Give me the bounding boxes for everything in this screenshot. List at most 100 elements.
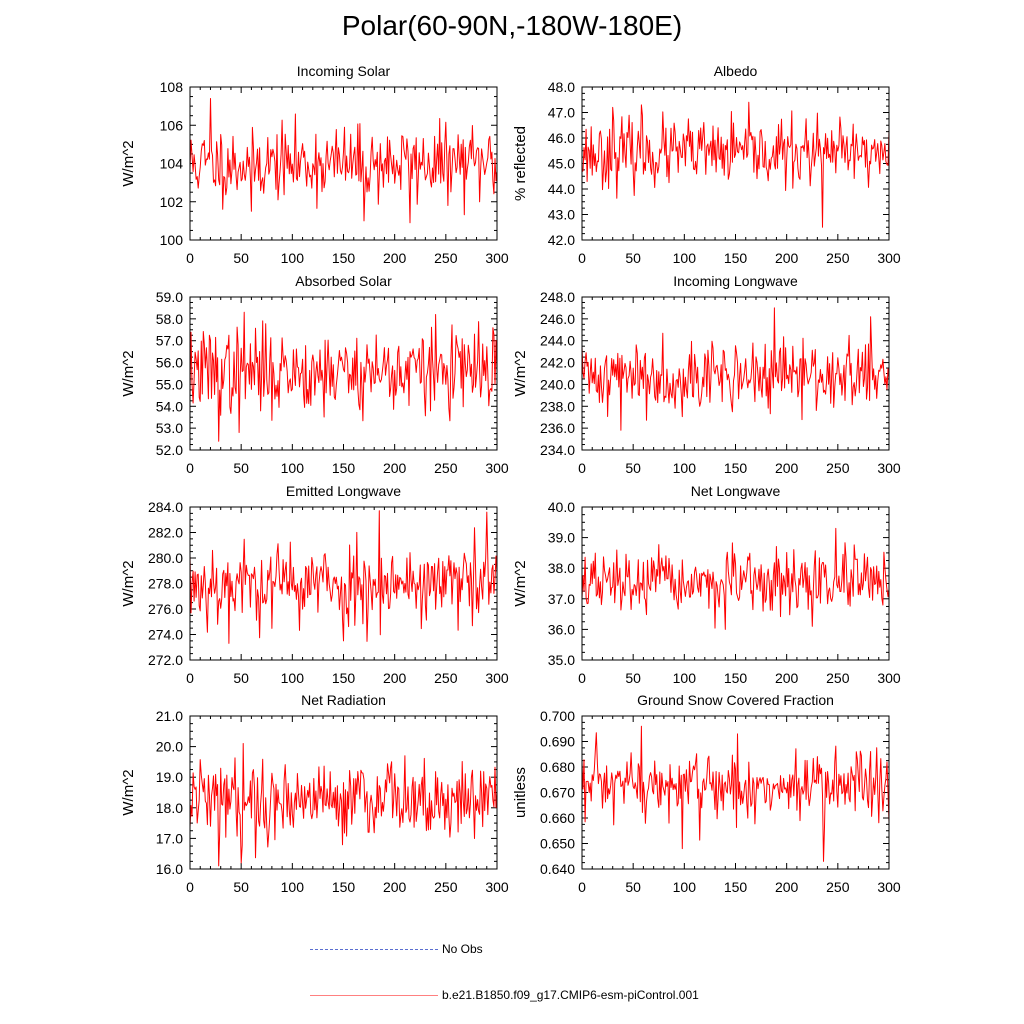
panel-4-y-tick-label: 240.0 bbox=[540, 376, 575, 392]
panel-8-y-tick-label: 0.640 bbox=[540, 861, 575, 877]
panel-5-x-tick-label: 300 bbox=[485, 670, 509, 686]
panel-7-y-tick-label: 16.0 bbox=[156, 861, 183, 877]
panel-1-y-tick-label: 104 bbox=[160, 156, 184, 172]
panel-3-x-tick-label: 250 bbox=[434, 460, 458, 476]
panel-2-y-tick-label: 44.0 bbox=[548, 181, 575, 197]
panel-7-x-tick-label: 50 bbox=[233, 879, 249, 895]
panel-7-y-tick-label: 18.0 bbox=[156, 800, 183, 816]
panel-3-x-tick-label: 0 bbox=[186, 460, 194, 476]
panel-1-x-tick-label: 300 bbox=[485, 250, 509, 266]
panel-5-x-tick-label: 150 bbox=[332, 670, 356, 686]
panel-5-x-tick-label: 0 bbox=[186, 670, 194, 686]
panel-6-y-tick-label: 40.0 bbox=[548, 499, 575, 515]
panel-6-y-tick-label: 36.0 bbox=[548, 621, 575, 637]
panel-1-series-line bbox=[189, 98, 498, 224]
panel-4-title: Incoming Longwave bbox=[673, 273, 798, 289]
panel-2-y-label: % reflected bbox=[512, 126, 529, 201]
panel-3-y-tick-label: 53.0 bbox=[156, 420, 183, 436]
panel-7-title: Net Radiation bbox=[301, 692, 386, 708]
panel-5-y-tick-label: 274.0 bbox=[148, 627, 183, 643]
panel-5-y-tick-label: 278.0 bbox=[148, 576, 183, 592]
panel-1-frame bbox=[189, 86, 498, 241]
panel-6-x-tick-label: 250 bbox=[826, 670, 850, 686]
panel-3-y-tick-label: 57.0 bbox=[156, 333, 183, 349]
panel-8-x-tick-label: 50 bbox=[625, 879, 641, 895]
legend-entry-model: b.e21.B1850.f09_g17.CMIP6-esm-piControl.… bbox=[310, 988, 699, 1002]
panel-8-frame bbox=[581, 715, 890, 870]
panel-2-y-tick-label: 42.0 bbox=[548, 232, 575, 248]
panel-6-x-tick-label: 100 bbox=[673, 670, 697, 686]
panel-4-x-tick-label: 50 bbox=[625, 460, 641, 476]
panel-2-y-tick-label: 43.0 bbox=[548, 207, 575, 223]
panel-1-y-tick-label: 102 bbox=[160, 194, 184, 210]
panel-8-y-tick-label: 0.670 bbox=[540, 785, 575, 801]
panel-8-series-line bbox=[581, 725, 890, 862]
panel-5-x-tick-label: 250 bbox=[434, 670, 458, 686]
panel-7-series-line bbox=[189, 743, 498, 867]
panel-4-x-tick-label: 100 bbox=[673, 460, 697, 476]
panel-3-x-tick-label: 300 bbox=[485, 460, 509, 476]
panel-6-y-tick-label: 38.0 bbox=[548, 560, 575, 576]
panel-2-x-tick-label: 250 bbox=[826, 250, 850, 266]
panel-2-series-line bbox=[581, 101, 890, 228]
panel-5-x-tick-label: 200 bbox=[383, 670, 407, 686]
panel-8-x-tick-label: 300 bbox=[877, 879, 901, 895]
panel-4-y-tick-label: 236.0 bbox=[540, 420, 575, 436]
panel-1-x-tick-label: 0 bbox=[186, 250, 194, 266]
panel-6-y-label: W/m^2 bbox=[512, 560, 529, 606]
panel-1-x-tick-label: 100 bbox=[281, 250, 305, 266]
panel-4-y-tick-label: 234.0 bbox=[540, 442, 575, 458]
panel-4-y-tick-label: 242.0 bbox=[540, 355, 575, 371]
panel-3-x-tick-label: 200 bbox=[383, 460, 407, 476]
panel-5-x-tick-label: 100 bbox=[281, 670, 305, 686]
panel-7-x-tick-label: 100 bbox=[281, 879, 305, 895]
panel-8-x-tick-label: 0 bbox=[578, 879, 586, 895]
panel-6-series-line bbox=[581, 527, 890, 630]
panel-7-frame bbox=[189, 715, 498, 870]
panel-8-y-tick-label: 0.700 bbox=[540, 708, 575, 724]
panel-3-x-tick-label: 50 bbox=[233, 460, 249, 476]
panel-8-y-tick-label: 0.660 bbox=[540, 810, 575, 826]
legend-swatch-no-obs bbox=[310, 949, 438, 951]
panel-4-y-tick-label: 246.0 bbox=[540, 311, 575, 327]
panel-2-x-tick-label: 300 bbox=[877, 250, 901, 266]
panel-3-x-tick-label: 100 bbox=[281, 460, 305, 476]
panel-4-series-line bbox=[581, 307, 890, 431]
panel-4-y-tick-label: 238.0 bbox=[540, 398, 575, 414]
panel-8-y-label: unitless bbox=[512, 767, 529, 818]
panel-7-x-tick-label: 250 bbox=[434, 879, 458, 895]
panel-2-x-tick-label: 150 bbox=[724, 250, 748, 266]
panel-6-y-tick-label: 37.0 bbox=[548, 591, 575, 607]
panel-3-frame bbox=[189, 296, 498, 451]
panel-5-title: Emitted Longwave bbox=[286, 483, 401, 499]
panel-2-y-tick-label: 46.0 bbox=[548, 130, 575, 146]
panel-6-x-tick-label: 300 bbox=[877, 670, 901, 686]
panel-1-y-tick-label: 108 bbox=[160, 79, 184, 95]
panel-5-y-tick-label: 284.0 bbox=[148, 499, 183, 515]
panel-4-y-tick-label: 248.0 bbox=[540, 289, 575, 305]
panel-2-x-tick-label: 0 bbox=[578, 250, 586, 266]
panel-1-y-label: W/m^2 bbox=[120, 140, 137, 186]
panel-8-title: Ground Snow Covered Fraction bbox=[637, 692, 834, 708]
panel-7-y-tick-label: 20.0 bbox=[156, 739, 183, 755]
panel-4-x-tick-label: 0 bbox=[578, 460, 586, 476]
panel-3-title: Absorbed Solar bbox=[295, 273, 392, 289]
panel-8-x-tick-label: 100 bbox=[673, 879, 697, 895]
panel-4-x-tick-label: 250 bbox=[826, 460, 850, 476]
panel-3-y-tick-label: 52.0 bbox=[156, 442, 183, 458]
panel-8-y-tick-label: 0.680 bbox=[540, 759, 575, 775]
panel-2-x-tick-label: 200 bbox=[775, 250, 799, 266]
legend-entry-no-obs: No Obs bbox=[310, 942, 483, 956]
panel-7-y-label: W/m^2 bbox=[120, 769, 137, 815]
panel-2-y-tick-label: 45.0 bbox=[548, 156, 575, 172]
panel-2-x-tick-label: 100 bbox=[673, 250, 697, 266]
panel-5-y-tick-label: 282.0 bbox=[148, 525, 183, 541]
panel-8-y-tick-label: 0.690 bbox=[540, 734, 575, 750]
panel-3-y-label: W/m^2 bbox=[120, 350, 137, 396]
figure-title: Polar(60-90N,-180W-180E) bbox=[341, 10, 683, 41]
panel-3-y-tick-label: 59.0 bbox=[156, 289, 183, 305]
legend-swatch-model bbox=[310, 995, 438, 997]
panel-4-x-tick-label: 200 bbox=[775, 460, 799, 476]
panel-4-frame bbox=[581, 296, 890, 451]
